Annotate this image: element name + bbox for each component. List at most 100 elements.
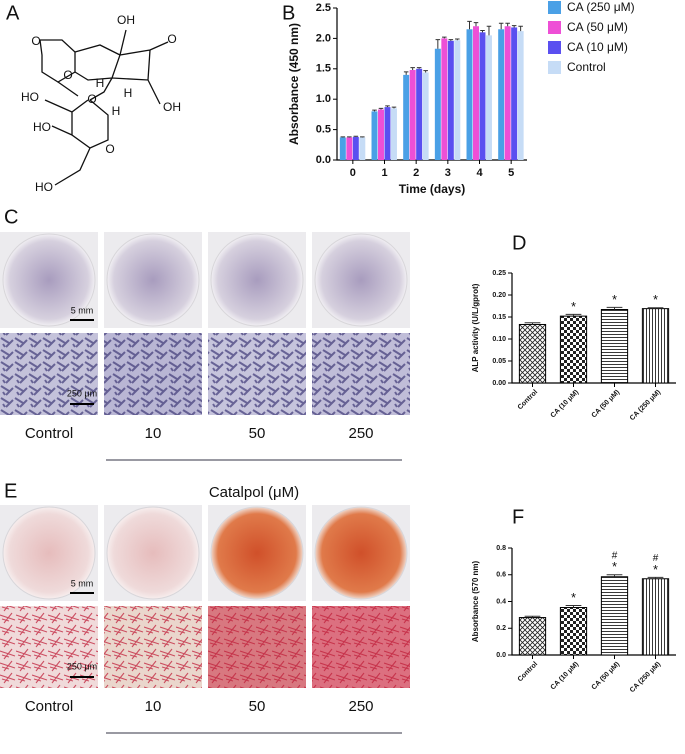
y-tick-label: 0.4 [496, 598, 506, 605]
axis-label: Catalpol (μM) [209, 484, 299, 501]
legend-swatch [548, 41, 561, 54]
dish [106, 233, 200, 327]
error-bar [385, 105, 390, 108]
y-tick-label: 0.10 [492, 336, 506, 343]
atom-label: O [105, 142, 114, 156]
error-bar [505, 22, 510, 27]
bar [416, 68, 423, 160]
y-tick-label: 0.0 [496, 652, 506, 659]
error-bar [467, 20, 472, 30]
bar [559, 315, 588, 384]
legend-swatch [548, 21, 561, 34]
micrograph-cells [104, 606, 202, 688]
bar [473, 26, 479, 160]
significance-star: * [612, 559, 617, 574]
scale-bar-label: 250 μm [67, 388, 97, 398]
bar [600, 576, 629, 656]
error-bar [391, 106, 397, 109]
significance-star: * [653, 292, 658, 307]
x-tick-label: CA (50 μM) [591, 661, 622, 692]
significance-hash: # [653, 553, 659, 564]
micrograph-cells [312, 333, 410, 415]
error-bar [518, 25, 523, 32]
error-bar [442, 36, 447, 39]
bar [641, 578, 670, 656]
bar [498, 29, 505, 161]
error-bar [378, 107, 384, 110]
micrograph-cells [312, 606, 410, 688]
atom-label: O [87, 92, 96, 106]
atom-label: HO [35, 180, 53, 194]
error-bar [511, 25, 517, 28]
y-tick-label: 0.8 [496, 545, 506, 552]
y-axis-title: Absorbance (450 nm) [287, 23, 301, 145]
x-tick-label: 2 [413, 167, 419, 179]
y-tick-label: 0.05 [492, 358, 506, 365]
x-tick-label: 1 [381, 167, 387, 179]
legend-label: CA (250 μM) [567, 0, 635, 14]
bar [454, 40, 461, 160]
bar [559, 607, 588, 656]
panel-label: C [4, 206, 18, 228]
error-bar [353, 135, 359, 137]
bar [339, 137, 346, 160]
legend-label: CA (50 μM) [567, 20, 628, 34]
bar [422, 72, 429, 160]
panel-label: A [6, 2, 20, 24]
error-bar [448, 39, 454, 41]
bar [384, 107, 391, 160]
micrograph-cells [208, 333, 306, 415]
legend-label: Control [567, 60, 606, 74]
error-bar [347, 136, 352, 138]
y-tick-label: 0.00 [492, 380, 506, 387]
bar [390, 108, 397, 160]
error-bar [606, 306, 623, 310]
y-axis-title: Absorbance (570 nm) [471, 560, 480, 642]
atom-label: H [96, 76, 105, 90]
x-tick-label: CA (250 μM) [629, 661, 662, 694]
group-label: 250 [348, 698, 373, 715]
atom-label: O [31, 34, 40, 48]
y-tick-label: 0.6 [496, 572, 506, 579]
error-bar [498, 22, 504, 30]
x-tick-label: CA (250 μM) [629, 389, 662, 422]
y-tick-label: 0.0 [316, 154, 331, 166]
group-label: 250 [348, 425, 373, 442]
y-tick-label: 0.2 [496, 625, 506, 632]
bar [511, 27, 518, 161]
error-bar [565, 605, 582, 608]
bar [447, 40, 454, 160]
significance-star: * [653, 562, 658, 577]
y-tick-label: 1.0 [316, 93, 331, 105]
group-label: 10 [145, 698, 162, 715]
error-bar [360, 136, 365, 138]
x-tick-label: CA (10 μM) [550, 389, 581, 420]
bar [441, 38, 448, 160]
x-tick-label: 0 [350, 167, 356, 179]
bar [403, 74, 410, 160]
error-bar [455, 38, 460, 41]
group-label: 50 [249, 425, 266, 442]
micrograph-cells [104, 333, 202, 415]
error-bar [524, 615, 541, 618]
bar [479, 32, 486, 160]
error-bar [647, 576, 664, 579]
legend-label: CA (10 μM) [567, 40, 628, 54]
bar [517, 31, 524, 160]
error-bar [416, 67, 422, 69]
group-label: 50 [249, 698, 266, 715]
x-tick-label: CA (50 μM) [591, 389, 622, 420]
y-axis-title: ALP activity (U/L/gprot) [471, 283, 480, 372]
bar [434, 48, 441, 160]
dish [2, 506, 96, 600]
panel-label: B [282, 2, 295, 24]
y-tick-label: 0.5 [316, 124, 331, 136]
bar [518, 617, 547, 656]
bar [466, 29, 473, 161]
error-bar [372, 109, 377, 112]
panel-label: E [4, 480, 17, 502]
dish [210, 506, 304, 600]
dish [210, 233, 304, 327]
micrograph-cells [0, 333, 98, 415]
